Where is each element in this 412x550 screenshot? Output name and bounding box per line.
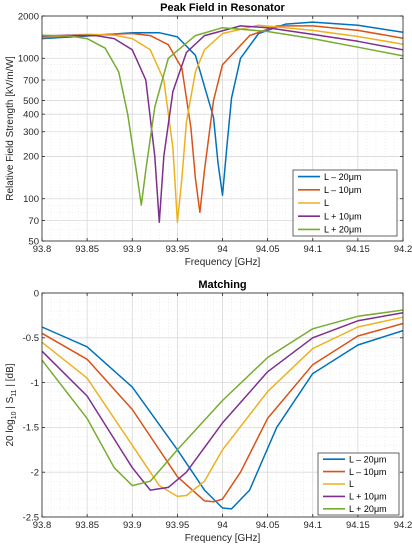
y-axis-label: Relative Field Strength [kV/m/W] <box>5 56 16 201</box>
x-tick-label: 94.15 <box>346 244 370 255</box>
legend-label-3: L <box>349 479 354 489</box>
legend-label-3: L <box>324 198 329 208</box>
chart-title: Peak Field in Resonator <box>160 2 285 14</box>
x-tick-label: 93.85 <box>75 244 99 255</box>
x-axis-label: Frequency [GHz] <box>185 257 261 268</box>
y-tick-label: 400 <box>23 109 39 120</box>
ticks <box>41 15 404 242</box>
y-axis-label-part: | [dB] <box>5 363 16 389</box>
x-tick-label: 94.2 <box>394 520 412 531</box>
x-tick-label: 93.95 <box>165 520 189 531</box>
series-line-4 <box>41 311 404 491</box>
chart-1: 93.8 93.85 93.9 93.95 94 94.05 94.1 94.15 94.2 50… <box>5 2 412 268</box>
series-line-1 <box>41 21 404 196</box>
x-axis-label: Frequency [GHz] <box>185 533 261 544</box>
series-line-4 <box>41 25 404 223</box>
series-line-2 <box>41 322 404 503</box>
y-tick-label: 50 <box>28 236 39 247</box>
y-axis-label-part: 20 log <box>5 419 16 446</box>
legend-label-2: L – 10μm <box>349 467 386 477</box>
legend-label-4: L + 10μm <box>349 492 387 502</box>
chart-title: Matching <box>198 279 246 291</box>
x-tick-label: 94.2 <box>394 244 412 255</box>
x-tick-label: 94.1 <box>304 520 323 531</box>
legend-label-5: L + 20μm <box>349 504 387 514</box>
y-axis-label: 20 log10 | S11 | [dB] <box>5 363 18 446</box>
legend: L – 20μm L – 10μm L L + 10μm L + 20μm <box>292 169 398 237</box>
x-tick-label: 94 <box>217 520 228 531</box>
y-tick-label: -1 <box>31 378 39 389</box>
x-tick-label: 94.1 <box>304 244 323 255</box>
y-tick-label: -0.5 <box>23 333 39 344</box>
x-tick-label: 93.8 <box>33 244 52 255</box>
x-tick-label: 93.8 <box>33 520 52 531</box>
x-tick-label: 93.85 <box>75 520 99 531</box>
x-tick-label: 94.15 <box>346 520 370 531</box>
x-tick-label: 93.9 <box>123 520 142 531</box>
legend-label-4: L + 10μm <box>324 211 362 221</box>
series-group <box>41 309 404 510</box>
chart-2: 93.8 93.85 93.9 93.95 94 94.05 94.1 94.15 94.2 0 -… <box>5 279 412 544</box>
legend-label-1: L – 20μm <box>324 172 361 182</box>
y-axis-label-part: 11 <box>11 389 18 396</box>
series-line-1 <box>41 326 404 510</box>
series-line-3 <box>41 316 404 498</box>
y-tick-label: 0 <box>34 288 39 299</box>
legend-label-5: L + 20μm <box>324 225 362 235</box>
x-tick-label: 93.95 <box>165 244 189 255</box>
x-tick-label: 94 <box>217 244 228 255</box>
y-tick-label: -2 <box>31 468 39 479</box>
series-line-3 <box>41 24 404 223</box>
legend: L – 20μm L – 10μm L L + 10μm L + 20μm <box>317 452 400 516</box>
legend-label-1: L – 20μm <box>349 454 386 464</box>
series-line-5 <box>41 26 404 206</box>
y-tick-label: 2000 <box>18 11 39 22</box>
x-tick-label: 94.05 <box>256 520 280 531</box>
x-tick-label: 93.9 <box>123 244 142 255</box>
series-line-2 <box>41 25 404 214</box>
series-line-5 <box>41 309 404 487</box>
y-tick-label: 1000 <box>18 54 39 65</box>
ticks <box>41 292 404 518</box>
y-tick-label: 700 <box>23 75 39 86</box>
y-axis-label-part: 10 <box>11 411 18 419</box>
legend-label-2: L – 10μm <box>324 185 361 195</box>
y-axis-label-part: | S <box>5 396 16 411</box>
y-tick-label: 300 <box>23 127 39 138</box>
y-tick-label: 500 <box>23 96 39 107</box>
y-tick-label: 200 <box>23 152 39 163</box>
y-tick-label: 70 <box>28 216 39 227</box>
series-group <box>41 21 404 223</box>
y-tick-label: 100 <box>23 194 39 205</box>
y-tick-label: -2.5 <box>23 512 39 523</box>
y-tick-label: -1.5 <box>23 423 39 434</box>
x-tick-label: 94.05 <box>256 244 280 255</box>
